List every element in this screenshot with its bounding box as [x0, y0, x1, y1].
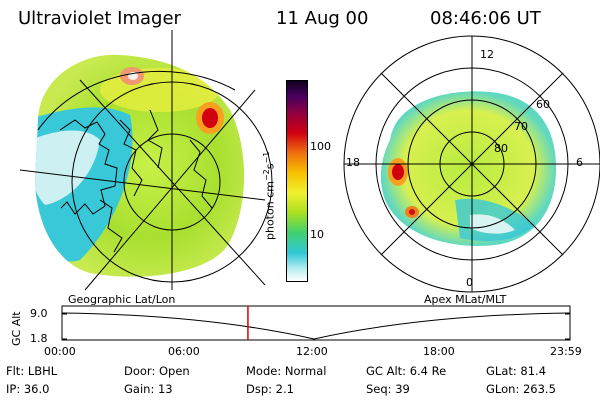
altitude-ytick-9: 9.0: [30, 307, 48, 320]
colorbar-tick-10: 10: [310, 228, 324, 241]
date-label: 11 Aug 00: [276, 8, 369, 29]
gc-alt-info: GC Alt: 6.4 Re: [366, 364, 447, 378]
geographic-projection-label: Geographic Lat/Lon: [68, 293, 176, 306]
filter-info: Flt: LBHL: [6, 364, 58, 378]
lat-label-60: 60: [536, 98, 550, 111]
altitude-xtick-4: 23:59: [550, 345, 582, 358]
colorbar-tick-100: 100: [310, 140, 331, 153]
mlt-label-12: 12: [480, 48, 494, 61]
geographic-grid: [19, 30, 273, 291]
mode-info: Mode: Normal: [246, 364, 327, 378]
polar-plot: [343, 35, 600, 293]
altitude-xtick-2: 12:00: [296, 345, 328, 358]
polar-hotspot-inner: [392, 164, 404, 180]
gain-info: Gain: 13: [124, 382, 173, 396]
altitude-xtick-1: 06:00: [168, 345, 200, 358]
altitude-xtick-0: 00:00: [44, 345, 76, 358]
geographic-white-patch: [35, 130, 100, 205]
dsp-info: Dsp: 2.1: [246, 382, 294, 396]
mlt-label-6: 6: [576, 156, 583, 169]
instrument-title: Ultraviolet Imager: [18, 8, 181, 29]
door-info: Door: Open: [124, 364, 190, 378]
lat-label-70: 70: [514, 120, 528, 133]
altitude-ylabel: GC Alt: [10, 311, 23, 346]
glon-info: GLon: 263.5: [486, 382, 556, 396]
mlt-label-0: 0: [466, 276, 473, 289]
glat-info: GLat: 81.4: [486, 364, 547, 378]
time-label: 08:46:06 UT: [430, 8, 541, 29]
altitude-xtick-3: 18:00: [423, 345, 455, 358]
ip-info: IP: 36.0: [6, 382, 50, 396]
altitude-curve: [61, 312, 571, 340]
polar-white-patch: [470, 214, 515, 234]
colorbar: [286, 80, 308, 282]
geographic-hotspot-inner: [202, 108, 218, 128]
polar-hotspot-secondary-core: [409, 209, 415, 215]
lat-label-80: 80: [494, 142, 508, 155]
apex-projection-label: Apex MLat/MLT: [424, 293, 507, 306]
altitude-ytick-1-8: 1.8: [30, 332, 48, 345]
mlt-label-18: 18: [346, 156, 360, 169]
seq-info: Seq: 39: [366, 382, 410, 396]
